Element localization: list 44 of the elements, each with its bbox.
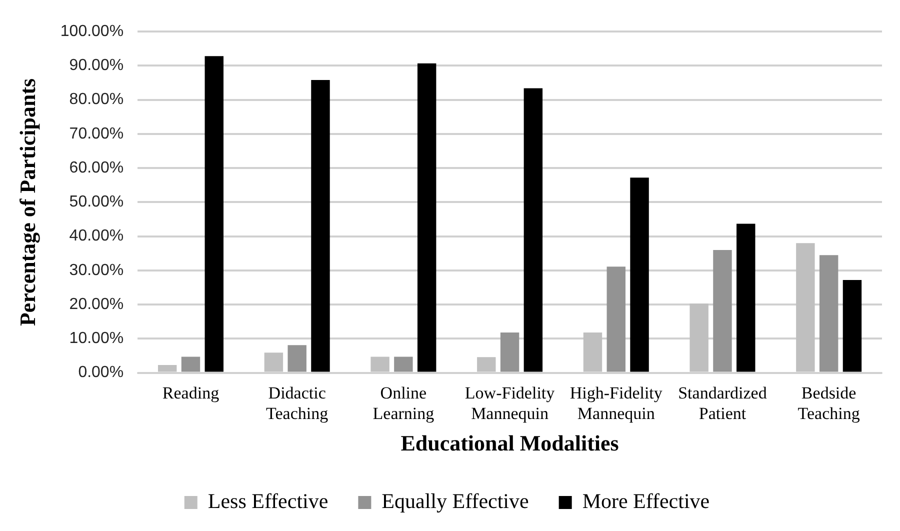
bar — [394, 356, 413, 372]
y-tick-label: 0.00% — [78, 364, 124, 382]
y-tick-label: 70.00% — [69, 125, 124, 142]
x-axis-title: Educational Modalities — [400, 430, 620, 456]
bar — [204, 56, 224, 372]
y-tick-label: 20.00% — [69, 296, 124, 313]
y-tick-label: 100.00% — [60, 23, 124, 40]
y-tick-label: 80.00% — [69, 91, 124, 108]
bar — [181, 356, 200, 372]
bar — [583, 332, 602, 372]
bar — [842, 280, 862, 372]
bar — [713, 250, 732, 372]
bar — [630, 178, 649, 372]
y-tick-label: 30.00% — [69, 262, 124, 279]
y-tick-label: 60.00% — [69, 159, 124, 176]
legend-label: Less Effective — [208, 489, 328, 514]
x-tick-label: Didactic Teaching — [266, 383, 329, 423]
x-tick-label: Bedside Teaching — [798, 383, 860, 423]
bar — [311, 80, 330, 372]
bar — [796, 243, 815, 372]
x-tick-label: Standardized Patient — [678, 383, 768, 423]
legend-label: More Effective — [582, 489, 710, 514]
bar — [370, 356, 390, 372]
y-tick-label: 50.00% — [69, 194, 124, 211]
x-tick-label: Low-Fidelity Mannequin — [464, 383, 556, 423]
bar — [417, 63, 436, 372]
bar — [819, 255, 838, 372]
bar — [524, 88, 543, 372]
y-tick-label: 90.00% — [69, 57, 124, 74]
bar — [288, 345, 306, 372]
bar — [500, 332, 520, 372]
bar — [606, 266, 626, 372]
y-tick-label: 40.00% — [69, 228, 124, 245]
y-tick-label: 10.00% — [69, 330, 124, 348]
x-tick-label: High-Fidelity Mannequin — [570, 383, 663, 423]
y-axis-title: Percentage of Participants — [14, 78, 40, 326]
bar — [477, 357, 496, 372]
bar — [690, 304, 708, 372]
bar — [264, 352, 284, 372]
x-tick-label: Reading — [162, 383, 220, 402]
x-tick-label: Online Learning — [372, 383, 435, 423]
legend-label: Equally Effective — [382, 489, 529, 514]
bar — [736, 224, 756, 372]
bar — [158, 364, 177, 372]
